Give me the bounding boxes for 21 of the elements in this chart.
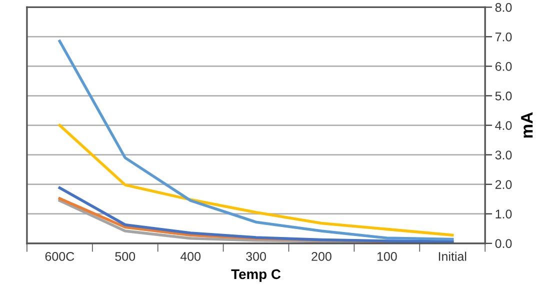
x-axis-title: Temp C — [231, 269, 281, 282]
y-tick-label: 3.0 — [495, 150, 512, 160]
x-tick-label: 500 — [115, 252, 136, 261]
y-axis-title: mA — [521, 112, 533, 138]
y-tick-label: 0.0 — [495, 239, 512, 248]
x-tick-label: 100 — [377, 252, 397, 261]
y-tick-label: 7.0 — [495, 32, 512, 42]
line-series — [58, 186, 454, 243]
line-series — [58, 40, 454, 241]
y-tick-label: 6.0 — [495, 62, 512, 71]
y-tick-label: 4.0 — [495, 121, 512, 130]
line-series — [58, 124, 454, 236]
x-tick-label: 600C — [45, 252, 74, 261]
y-tick-label: 2.0 — [495, 180, 512, 189]
x-tick-label: Initial — [438, 252, 466, 261]
y-tick-label: 8.0 — [495, 3, 512, 12]
x-tick-label: 300 — [246, 252, 266, 261]
y-tick-label: 5.0 — [495, 92, 512, 100]
x-tick-label: 200 — [312, 252, 332, 261]
y-tick-label: 1.0 — [496, 210, 512, 218]
x-tick-label: 400 — [180, 252, 201, 261]
